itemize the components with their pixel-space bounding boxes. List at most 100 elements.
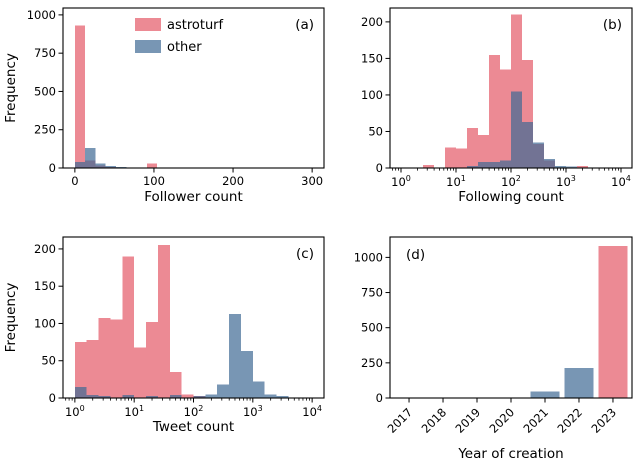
x-tick-label: 2021 — [521, 405, 552, 436]
hist-bar — [145, 395, 158, 398]
y-tick-label: 500 — [361, 321, 383, 335]
x-tick-label: 2019 — [453, 405, 484, 436]
series-astroturf-c — [74, 245, 206, 398]
hist-bar — [466, 127, 478, 168]
axes-box — [62, 7, 325, 169]
y-tick-label: 100 — [361, 88, 383, 102]
ylabel-c: Frequency — [3, 283, 19, 353]
hist-bar — [477, 162, 489, 168]
xlabel-d: Year of creation — [457, 446, 563, 462]
panel-a: 0 100 200 300 0 250 500 750 1000 Follower count Fr… — [3, 7, 325, 205]
hist-bar — [205, 394, 218, 398]
legend-label-astroturf: astroturf — [167, 18, 224, 33]
hist-bar — [530, 391, 560, 398]
hist-bar — [488, 162, 501, 168]
xlabel-a: Follower count — [144, 189, 243, 205]
hist-bar — [500, 160, 511, 168]
x-tick-label: 2023 — [588, 405, 619, 436]
hist-bar — [240, 351, 253, 398]
hist-bar — [134, 347, 146, 398]
x-tick-label: 103 — [243, 404, 263, 419]
y-tick-label: 0 — [49, 161, 56, 175]
hist-bar — [577, 165, 589, 168]
hist-bar — [510, 91, 522, 168]
hist-bar — [521, 121, 533, 168]
hist-bar — [193, 395, 206, 398]
hist-bar — [510, 14, 522, 168]
hist-bar — [86, 339, 99, 398]
x-tick-label: 104 — [611, 174, 631, 189]
x-tick-label: 300 — [301, 174, 323, 188]
hist-bar — [565, 166, 578, 168]
y-tick-label: 250 — [34, 123, 56, 137]
ylabel-a: Frequency — [3, 53, 19, 123]
x-tick-label: 100 — [143, 174, 165, 188]
x-tick-label: 101 — [124, 404, 144, 419]
panel-b: 100 101 102 103 104 0 50 100 150 200 Following cou… — [361, 7, 633, 205]
y-tick-label: 0 — [376, 161, 383, 175]
hist-bar — [98, 318, 111, 398]
x-tick-label: 0 — [71, 174, 78, 188]
hist-bar — [74, 161, 86, 168]
x-tick-label: 2020 — [487, 405, 518, 436]
hist-bar — [169, 371, 182, 398]
hist-bar — [74, 386, 87, 398]
legend: astroturf other — [135, 18, 224, 55]
x-tick-label: 100 — [65, 404, 85, 419]
hist-bar — [217, 384, 230, 398]
hist-bar — [95, 163, 106, 168]
series-other-c — [74, 313, 289, 398]
series-other-b — [466, 91, 578, 168]
hist-bar — [157, 245, 170, 398]
panel-label-a: (a) — [295, 17, 314, 33]
y-tick-label: 1000 — [27, 8, 56, 22]
axes-box — [389, 236, 633, 399]
x-tick-label: 102 — [501, 174, 521, 189]
hist-bar — [252, 381, 265, 398]
hist-bar — [488, 54, 501, 168]
hist-bar — [532, 142, 544, 168]
hist-bar — [276, 395, 289, 398]
hist-bar — [98, 395, 111, 398]
y-tick-label: 150 — [34, 279, 56, 293]
hist-bar — [422, 165, 434, 168]
hist-bar — [455, 148, 467, 168]
y-tick-label: 1000 — [354, 250, 383, 264]
hist-bar — [564, 367, 594, 398]
legend-swatch-other — [135, 40, 161, 53]
y-tick-label: 500 — [34, 84, 56, 98]
y-tick-label: 200 — [361, 15, 383, 29]
panel-label-c: (c) — [296, 246, 314, 262]
panel-label-b: (b) — [603, 17, 622, 33]
hist-bar — [445, 147, 456, 168]
y-tick-label: 750 — [361, 286, 383, 300]
x-tick-label: 104 — [302, 404, 322, 419]
hist-bar — [74, 25, 86, 169]
hist-bar — [264, 394, 277, 398]
series-astroturf-b — [422, 14, 589, 168]
y-tick-label: 50 — [41, 354, 56, 368]
y-tick-label: 50 — [368, 124, 383, 138]
panel-c: 100 101 102 103 104 0 50 100 150 200 Tweet count Fr… — [3, 236, 325, 435]
series-other-d — [530, 367, 594, 398]
hist-bar — [146, 163, 158, 168]
hist-bar — [122, 395, 135, 398]
x-tick-label: 2018 — [419, 405, 450, 436]
hist-bar — [122, 256, 135, 398]
hist-bar — [86, 395, 99, 398]
y-tick-label: 200 — [34, 242, 56, 256]
hist-bar — [500, 69, 511, 168]
hist-bar — [229, 313, 241, 398]
xlabel-c: Tweet count — [152, 419, 234, 435]
y-tick-label: 150 — [361, 51, 383, 65]
x-tick-label: 200 — [222, 174, 244, 188]
x-tick-label: 103 — [556, 174, 576, 189]
hist-bar — [181, 394, 194, 398]
hist-bar — [466, 165, 478, 168]
xlabel-b: Following count — [458, 189, 564, 205]
y-tick-label: 750 — [34, 46, 56, 60]
hist-bar — [169, 395, 182, 398]
hist-bar — [110, 319, 123, 398]
panel-d: 2017 2018 2019 2020 2021 2022 2023 0 250 500 750 10… — [354, 236, 633, 462]
